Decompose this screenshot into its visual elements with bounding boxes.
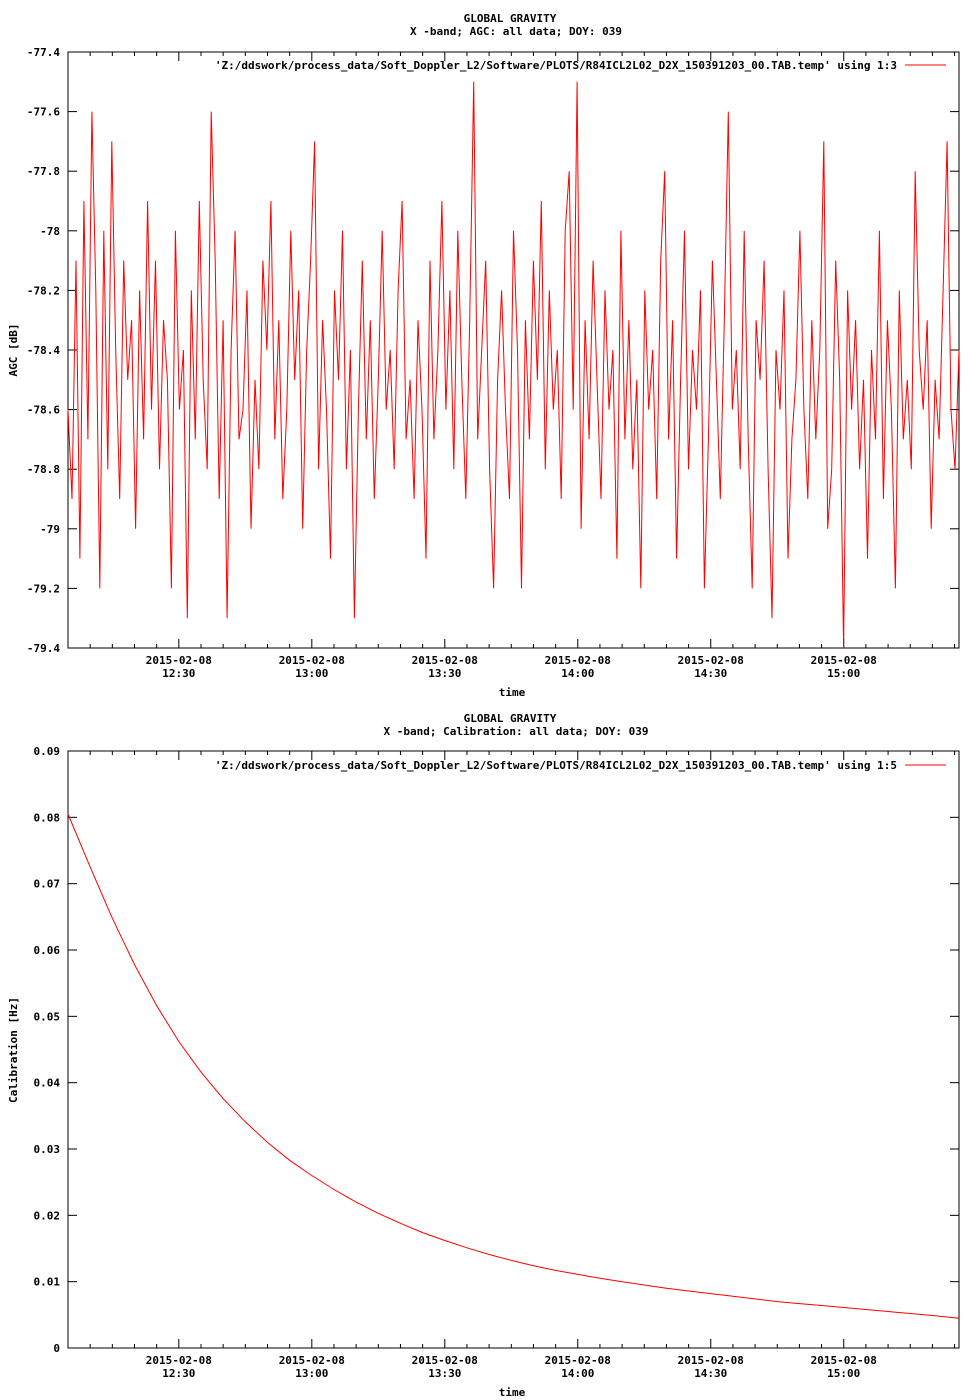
calibration-x-tick-date: 2015-02-08 xyxy=(146,1354,212,1367)
agc-x-tick-time: 12:30 xyxy=(162,667,195,680)
agc-x-tick-date: 2015-02-08 xyxy=(678,654,744,667)
agc-x-tick-time: 13:00 xyxy=(295,667,328,680)
agc-plot-frame xyxy=(67,51,960,649)
agc-y-tick-label: -77.8 xyxy=(27,165,60,178)
agc-x-tick-date: 2015-02-08 xyxy=(811,654,877,667)
agc-legend-label: 'Z:/ddswork/process_data/Soft_Doppler_L2… xyxy=(215,59,897,72)
calibration-x-tick-time: 13:00 xyxy=(295,1367,328,1380)
calibration-x-tick-time: 14:00 xyxy=(561,1367,594,1380)
calibration-x-ticks: 2015-02-0812:302015-02-0813:002015-02-08… xyxy=(67,751,956,1380)
agc-x-tick-date: 2015-02-08 xyxy=(412,654,478,667)
agc-y-tick-label: -77.4 xyxy=(27,46,60,59)
agc-chart: GLOBAL GRAVITY X -band; AGC: all data; D… xyxy=(7,12,960,699)
agc-y-tick-label: -78.6 xyxy=(27,404,60,417)
calibration-x-tick-date: 2015-02-08 xyxy=(545,1354,611,1367)
agc-y-tick-label: -79.2 xyxy=(27,582,60,595)
calibration-y-tick-label: 0.03 xyxy=(34,1143,61,1156)
agc-x-tick-time: 14:00 xyxy=(561,667,594,680)
agc-x-tick-time: 15:00 xyxy=(827,667,860,680)
calibration-y-ticks: 0 0.01 0.02 0.03 0.04 0.05 0.06 0.07 0.08 0.09 xyxy=(34,745,959,1355)
calibration-y-tick-label: 0.04 xyxy=(34,1077,61,1090)
calibration-y-tick-label: 0 xyxy=(53,1342,60,1355)
agc-y-tick-label: -78 xyxy=(40,225,60,238)
calibration-y-axis-label: Calibration [Hz] xyxy=(7,997,20,1103)
calibration-x-tick-time: 12:30 xyxy=(162,1367,195,1380)
calibration-x-tick-time: 14:30 xyxy=(694,1367,727,1380)
agc-x-tick-time: 13:30 xyxy=(428,667,461,680)
calibration-series-line xyxy=(67,813,960,1319)
agc-chart-title: GLOBAL GRAVITY xyxy=(464,12,557,25)
agc-y-tick-label: -78.2 xyxy=(27,284,60,297)
calibration-y-tick-label: 0.05 xyxy=(34,1010,61,1023)
agc-y-axis-label: AGC [dB] xyxy=(7,324,20,377)
agc-y-tick-label: -79 xyxy=(40,523,60,536)
agc-x-axis-label: time xyxy=(499,686,526,699)
calibration-x-tick-date: 2015-02-08 xyxy=(811,1354,877,1367)
agc-x-tick-date: 2015-02-08 xyxy=(146,654,212,667)
calibration-y-tick-label: 0.07 xyxy=(34,878,61,891)
agc-x-tick-time: 14:30 xyxy=(694,667,727,680)
calibration-x-axis-label: time xyxy=(499,1386,526,1399)
calibration-y-tick-label: 0.09 xyxy=(34,745,61,758)
calibration-plot-frame xyxy=(67,750,960,1349)
calibration-y-tick-label: 0.01 xyxy=(34,1276,61,1289)
agc-x-tick-date: 2015-02-08 xyxy=(545,654,611,667)
calibration-y-tick-label: 0.02 xyxy=(34,1209,61,1222)
agc-x-tick-date: 2015-02-08 xyxy=(279,654,345,667)
agc-series-line xyxy=(67,81,960,649)
calibration-x-tick-time: 13:30 xyxy=(428,1367,461,1380)
calibration-x-tick-time: 15:00 xyxy=(827,1367,860,1380)
calibration-chart: GLOBAL GRAVITY X -band; Calibration: all… xyxy=(7,712,960,1399)
calibration-y-tick-label: 0.06 xyxy=(34,944,61,957)
calibration-y-tick-label: 0.08 xyxy=(34,811,61,824)
calibration-chart-title: GLOBAL GRAVITY xyxy=(464,712,557,725)
agc-y-tick-label: -78.4 xyxy=(27,344,60,357)
agc-y-ticks: -77.4 -77.6 -77.8 -78 -78.2 -78.4 -78.6 -78.8 -7… xyxy=(27,46,959,655)
calibration-chart-subtitle: X -band; Calibration: all data; DOY: 039 xyxy=(384,725,649,738)
agc-y-tick-label: -79.4 xyxy=(27,642,60,655)
calibration-legend-label: 'Z:/ddswork/process_data/Soft_Doppler_L2… xyxy=(215,759,897,772)
agc-y-tick-label: -77.6 xyxy=(27,106,60,119)
agc-y-tick-label: -78.8 xyxy=(27,463,60,476)
calibration-x-tick-date: 2015-02-08 xyxy=(412,1354,478,1367)
agc-chart-subtitle: X -band; AGC: all data; DOY: 039 xyxy=(410,25,622,38)
calibration-x-tick-date: 2015-02-08 xyxy=(678,1354,744,1367)
calibration-x-tick-date: 2015-02-08 xyxy=(279,1354,345,1367)
agc-x-ticks: 2015-02-0812:302015-02-0813:002015-02-08… xyxy=(67,52,956,680)
